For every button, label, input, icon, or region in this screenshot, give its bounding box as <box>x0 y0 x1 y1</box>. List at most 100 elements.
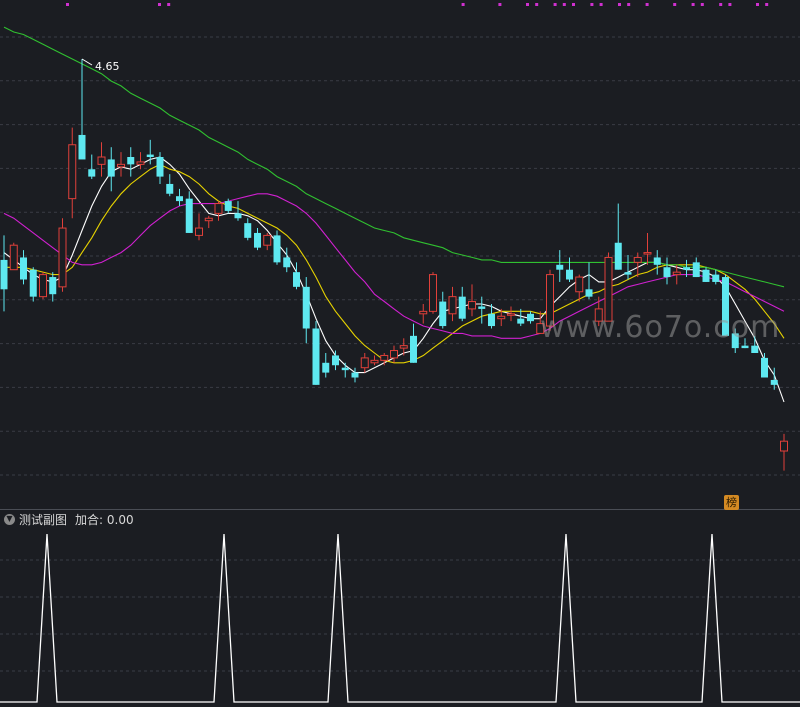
candle-body-up <box>214 203 223 214</box>
candle-body-up <box>468 301 476 310</box>
signal-dot <box>756 3 759 6</box>
candle-body-up <box>497 315 506 320</box>
candle-body-down <box>683 267 690 270</box>
rank-badge[interactable]: 榜 <box>724 495 739 510</box>
candle-body-down <box>176 196 183 202</box>
signal-dot <box>66 3 69 6</box>
candle-body-down <box>478 306 486 309</box>
candle-body-down <box>322 362 330 373</box>
candle-body-down <box>712 274 720 282</box>
candle-body-up <box>136 161 145 165</box>
candle-body-down <box>527 313 534 322</box>
candle-body-up <box>594 308 603 322</box>
candle-body-up <box>360 357 369 369</box>
candle-body-up <box>780 440 788 452</box>
sub-panel-title: 测试副图 <box>19 512 68 527</box>
chevron-down-icon[interactable]: ▼ <box>4 513 15 525</box>
candle-body-down <box>458 296 466 319</box>
signal-dot <box>590 3 594 6</box>
candle-body-up <box>97 156 106 165</box>
candle-body-down <box>332 355 339 366</box>
candle-body-up <box>399 345 408 349</box>
candle-body-down <box>663 267 671 278</box>
candle-body-down <box>566 269 573 280</box>
signal-dot <box>535 3 539 6</box>
sub-panel-value: 加合: 0.00 <box>75 512 134 527</box>
candle-body-down <box>49 277 57 295</box>
candle-body-down <box>351 372 359 378</box>
candle-body-up <box>117 163 125 168</box>
ma-line-magenta <box>3 193 785 339</box>
candle-body-down <box>585 289 593 297</box>
signal-dot <box>498 3 502 6</box>
candle-body-up <box>195 227 203 236</box>
candle-body-down <box>107 159 115 177</box>
candle-body-up <box>536 323 545 334</box>
signal-dot <box>572 3 575 6</box>
candle-body-down <box>283 257 291 268</box>
candle-body-down <box>20 257 27 280</box>
candle-body-down <box>614 242 622 270</box>
candle-body-down <box>722 277 729 336</box>
candle-body-down <box>488 313 495 327</box>
signal-dot <box>700 3 704 6</box>
signal-dot <box>645 3 649 6</box>
watermark: www.6o7o.com <box>540 310 781 345</box>
candle-body-down <box>770 379 778 385</box>
candle-body-down <box>439 301 447 327</box>
candle-body-down <box>0 259 8 290</box>
candle-body-up <box>419 310 428 315</box>
candle-body-down <box>78 134 86 160</box>
candle-body-up <box>633 256 642 263</box>
candle-body-down <box>224 201 232 211</box>
indicator-line <box>0 533 800 703</box>
signal-dot <box>719 3 723 6</box>
candle-body-down <box>692 262 700 278</box>
sub-panel-header: ▼ 测试副图 加合: 0.00 <box>4 511 134 527</box>
signal-dot <box>627 3 631 6</box>
candle-body-down <box>653 257 661 265</box>
candle-body-down <box>156 157 164 177</box>
candle-body-down <box>751 345 759 353</box>
candle-body-down <box>731 333 739 349</box>
candle-body-down <box>410 335 417 363</box>
peak-marker-line <box>81 58 93 66</box>
signal-dot <box>461 3 465 6</box>
candle-body-up <box>380 354 389 361</box>
candle-body-down <box>761 357 768 378</box>
candle-body-up <box>39 274 47 298</box>
candle-body-down <box>624 272 632 275</box>
candle-body-up <box>58 227 67 288</box>
candle-body-up <box>507 313 515 316</box>
candle-body-down <box>312 328 320 385</box>
candle-body-down <box>146 154 154 157</box>
candle-body-up <box>575 276 584 293</box>
candle-body-up <box>643 252 652 255</box>
signal-dot <box>562 3 566 6</box>
candle-body-up <box>390 350 398 359</box>
signal-dot <box>158 3 161 6</box>
signal-dot <box>599 3 603 6</box>
signal-dot <box>765 3 769 6</box>
candle-body-up <box>68 144 77 200</box>
candle-body-down <box>273 235 281 263</box>
candle-body-down <box>302 286 310 329</box>
candle-body-down <box>234 213 242 219</box>
candle-body-down <box>166 183 174 194</box>
candle-body-down <box>88 169 96 177</box>
candle-body-down <box>127 157 135 165</box>
candle-body-up <box>448 296 457 315</box>
candle-body-down <box>556 264 564 270</box>
candle-body-up <box>263 234 272 246</box>
candle-body-up <box>672 271 681 276</box>
signal-dot <box>553 3 557 6</box>
signal-dot <box>618 3 621 6</box>
candle-body-up <box>370 359 379 364</box>
candle-body-down <box>254 232 261 248</box>
candle-body-up <box>9 244 18 271</box>
candle-body-up <box>546 274 554 327</box>
candle-body-up <box>204 217 213 222</box>
signal-dot <box>728 3 732 6</box>
